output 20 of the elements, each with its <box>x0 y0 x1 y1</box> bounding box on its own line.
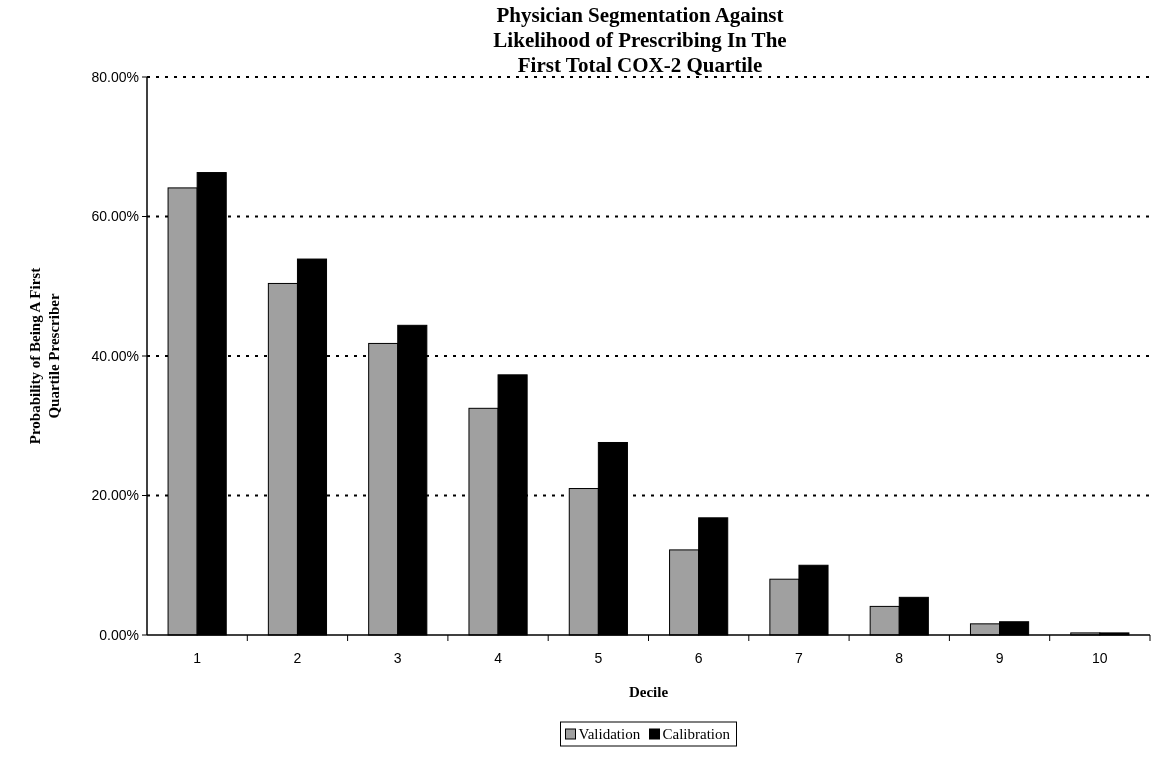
legend-label: Validation <box>578 726 641 742</box>
x-tick-label: 1 <box>193 650 202 666</box>
y-tick-label: 20.00% <box>91 487 139 504</box>
x-tick-label: 2 <box>293 650 302 666</box>
chart-title: Physician Segmentation Against Likelihood of Prescribing In The First Total COX-2 Quartile <box>493 3 787 77</box>
y-tick-label: 80.00% <box>91 68 139 85</box>
legend-label: Calibration <box>662 726 731 742</box>
y-tick-label: 0.00% <box>99 626 139 643</box>
x-tick-label: 5 <box>594 650 603 666</box>
x-tick-label: 10 <box>1092 650 1108 666</box>
x-tick-label: 8 <box>895 650 904 666</box>
x-tick-label: 6 <box>694 650 703 666</box>
x-tick-label: 4 <box>494 650 503 666</box>
y-tick-label: 40.00% <box>91 347 139 364</box>
x-tick-label: 7 <box>795 650 804 666</box>
x-tick-label: 9 <box>995 650 1004 666</box>
x-tick-label: 3 <box>393 650 402 666</box>
y-tick-label: 60.00% <box>91 208 139 225</box>
y-axis-title: Probability of Being A First Quartile Prescriber <box>27 267 62 445</box>
x-axis-title: Decile <box>628 684 669 700</box>
